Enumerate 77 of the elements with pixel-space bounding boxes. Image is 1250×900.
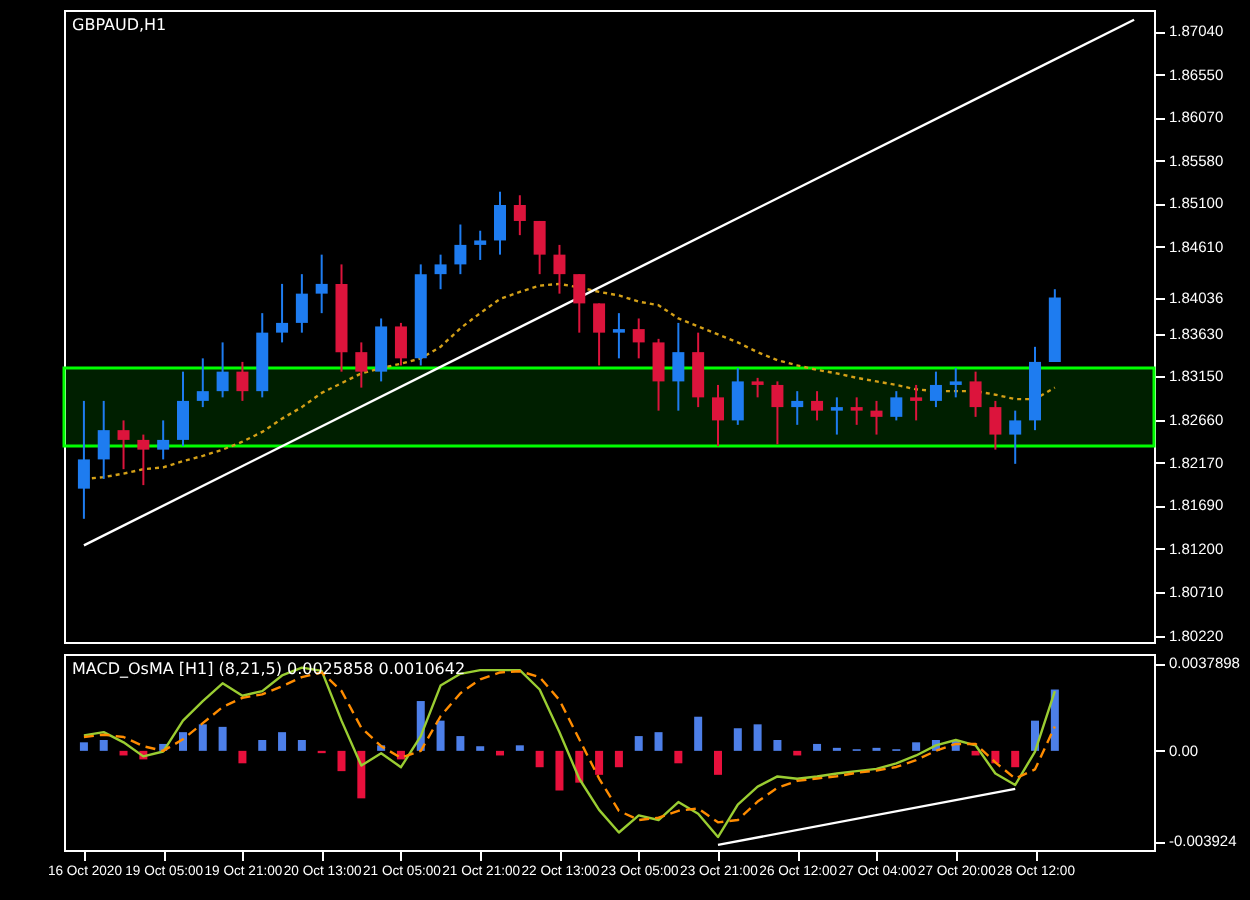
- candlestick: [157, 419, 170, 461]
- candlestick: [672, 321, 685, 412]
- candlestick: [870, 399, 883, 436]
- bar: [337, 750, 346, 772]
- chart-title: GBPAUD,H1: [72, 16, 167, 34]
- candlestick: [533, 219, 546, 276]
- candlestick: [375, 317, 388, 383]
- candlestick: [295, 273, 308, 334]
- bar: [555, 750, 564, 791]
- bar: [713, 750, 722, 775]
- bar: [297, 740, 306, 751]
- bar: [218, 726, 227, 751]
- bar: [733, 728, 742, 751]
- bar: [535, 750, 544, 768]
- candlestick: [176, 370, 189, 448]
- bar: [654, 732, 663, 751]
- bar: [515, 745, 524, 751]
- bar: [357, 750, 366, 799]
- bar: [773, 740, 782, 751]
- bar: [198, 724, 207, 751]
- candlestick: [573, 273, 586, 334]
- candlestick: [117, 419, 130, 471]
- candlestick: [216, 341, 229, 399]
- candlestick: [791, 390, 804, 426]
- candlestick: [474, 229, 487, 261]
- bar: [258, 740, 267, 751]
- bar: [79, 742, 88, 751]
- bar: [694, 716, 703, 751]
- candlestick: [494, 190, 507, 256]
- bar: [436, 720, 445, 751]
- candlestick: [236, 360, 249, 402]
- candlestick: [97, 399, 110, 480]
- bar: [813, 743, 822, 751]
- candlestick: [553, 243, 566, 295]
- candlestick: [1009, 409, 1022, 465]
- candlestick: [811, 390, 824, 422]
- candlestick: [454, 223, 467, 276]
- bar: [238, 750, 247, 764]
- bar: [634, 736, 643, 751]
- candlestick: [513, 194, 526, 237]
- candlestick: [969, 370, 982, 418]
- bar: [595, 750, 604, 775]
- candlestick: [652, 337, 665, 412]
- chart-title: MACD_OsMA [H1] (8,21,5) 0.0025858 0.0010642: [72, 660, 466, 678]
- candlestick: [394, 321, 407, 367]
- bar: [753, 724, 762, 751]
- bar: [1050, 689, 1059, 751]
- candlestick: [751, 376, 764, 399]
- candlestick: [355, 341, 368, 389]
- bar: [178, 732, 187, 751]
- bar: [912, 742, 921, 751]
- candlestick: [711, 383, 724, 448]
- candlestick: [910, 383, 923, 422]
- candlestick: [593, 302, 606, 367]
- bar: [456, 736, 465, 751]
- candlestick: [949, 367, 962, 399]
- candlestick: [890, 390, 903, 422]
- bar: [614, 750, 623, 768]
- candlestick: [196, 357, 209, 409]
- bar: [674, 750, 683, 764]
- candlestick: [731, 367, 744, 426]
- bar: [99, 740, 108, 751]
- candlestick: [315, 253, 328, 315]
- candlestick: [77, 399, 90, 520]
- candlestick: [612, 312, 625, 360]
- bar: [1011, 750, 1020, 768]
- bar: [278, 732, 287, 751]
- candlestick: [850, 396, 863, 426]
- candlestick: [434, 253, 447, 291]
- candlestick: [137, 433, 150, 487]
- candlestick: [989, 399, 1002, 451]
- candlestick: [771, 380, 784, 446]
- candlestick: [276, 282, 289, 344]
- candlestick: [632, 317, 645, 360]
- candlestick: [692, 331, 705, 409]
- candlestick: [929, 370, 942, 409]
- candlestick: [830, 396, 843, 436]
